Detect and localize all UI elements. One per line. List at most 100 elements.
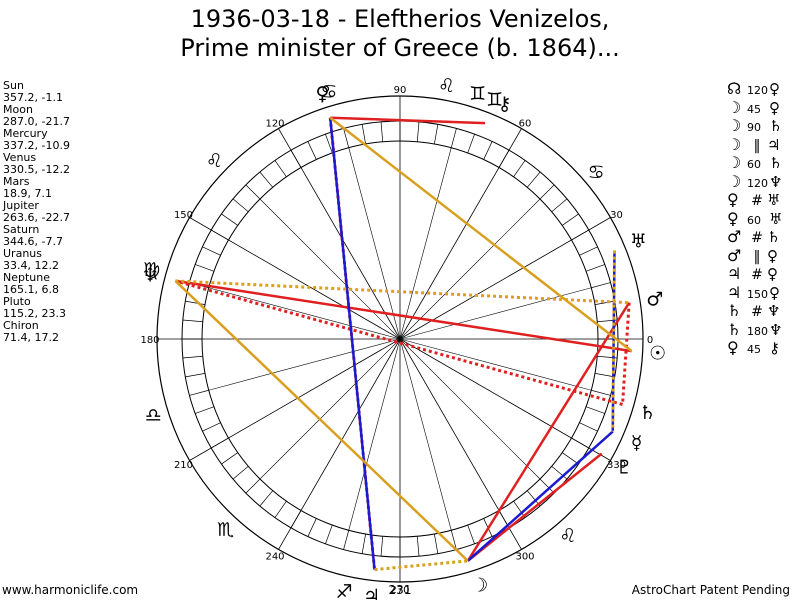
planet-glyph-marker: ☿ [631, 432, 643, 454]
aspect-planet2-glyph: ♄ [767, 228, 781, 246]
aspect-angle: # [751, 304, 763, 320]
degree-tick [202, 246, 221, 256]
degree-tick [343, 128, 350, 148]
degree-tick [467, 524, 475, 544]
degree-tick [325, 524, 333, 544]
degree-tick [579, 246, 598, 256]
aspect-line [175, 279, 632, 353]
degree-tick [361, 533, 366, 554]
aspect-row: ♄ # ♆ [727, 302, 787, 321]
aspect-angle: 180 [747, 324, 768, 338]
aspect-angle: 120 [747, 84, 768, 97]
aspect-line [611, 250, 616, 432]
aspect-angle: 45 [747, 102, 761, 116]
aspect-planet2-glyph: ♄ [769, 117, 783, 135]
degree-tick [274, 500, 287, 518]
footer-website[interactable]: www.harmoniclife.com [2, 583, 139, 597]
degree-tick [434, 124, 439, 145]
division-spoke [348, 147, 401, 340]
planet-coords-chiron: 71.4, 17.2 [3, 331, 59, 344]
planet-name-neptune: Neptune [3, 271, 51, 284]
aspect-planet1-glyph: ♃ [727, 264, 742, 283]
aspect-line [328, 117, 376, 570]
aspect-line [174, 280, 469, 562]
planet-coords-mercury: 337.2, -10.9 [3, 139, 70, 152]
degree-tick [585, 264, 605, 272]
degree-tick [274, 160, 287, 178]
degree-tick [561, 213, 579, 226]
planet-coords-moon: 287.0, -21.7 [3, 115, 70, 128]
aspect-line [175, 279, 630, 305]
planet-coords-uranus: 33.4, 12.2 [3, 259, 59, 272]
division-spoke [189, 338, 401, 461]
degree-tick [185, 300, 206, 305]
aspect-row: ☊ 120♀ [727, 80, 787, 99]
planet-glyph-marker: ♏ [217, 519, 234, 541]
aspect-row: ♂ # ♄ [727, 228, 787, 247]
aspect-planet1-glyph: ♀ [727, 338, 739, 357]
planet-glyph-marker: ♋ [588, 161, 605, 183]
planet-glyph-marker: ♐ [336, 581, 353, 600]
aspect-row: ☽ 120♆ [727, 171, 787, 192]
degree-tick [245, 478, 261, 494]
aspect-planet1-glyph: ☽ [727, 134, 742, 154]
planet-position-list: Sun 357.2, -1.1 Moon 287.0, -21.7 Mercury 337… [3, 80, 70, 344]
aspect-angle: ‖ [753, 248, 761, 265]
degree-tick [182, 319, 203, 323]
division-spoke [189, 217, 401, 340]
aspect-angle: 45 [747, 343, 761, 356]
degree-label: 150 [174, 210, 193, 221]
degree-tick [221, 213, 239, 226]
degree-label: 60 [519, 118, 532, 129]
planet-name-jupiter: Jupiter [3, 199, 39, 212]
planet-glyph-marker: ♊ [469, 83, 486, 105]
aspect-planet2-glyph: ♀ [769, 283, 780, 302]
aspect-row: ☽ 90 ♄ [727, 117, 787, 136]
planet-coords-mars: 18.9, 7.1 [3, 187, 52, 200]
planet-glyph-marker: ♂ [646, 289, 663, 311]
aspect-row: ♃ # ♀ [727, 265, 787, 284]
degree-tick [195, 406, 215, 414]
planet-glyph-marker: ♋ [320, 81, 337, 103]
aspect-planet1-glyph: ☽ [727, 171, 742, 191]
planet-glyph-marker: ♃ [363, 585, 380, 600]
aspect-planet2-glyph: ♆ [769, 172, 783, 191]
degree-tick [539, 184, 555, 200]
planet-glyph-marker: ♎ [145, 404, 162, 426]
aspect-planet2-glyph: ⚷ [769, 339, 780, 357]
degree-tick [551, 466, 568, 480]
degree-label: 180 [140, 335, 159, 346]
degree-tick [527, 171, 541, 188]
planet-name-saturn: Saturn [3, 223, 40, 236]
division-spoke [399, 338, 611, 461]
degree-tick [416, 121, 420, 142]
planet-glyph-marker: ♆ [142, 264, 159, 286]
division-spoke [208, 338, 401, 391]
division-spoke [278, 338, 401, 550]
planet-glyph-marker: ♄ [639, 402, 656, 424]
degree-tick [232, 198, 249, 212]
division-spoke [399, 338, 522, 550]
degree-tick [561, 452, 579, 465]
aspect-line [621, 302, 631, 405]
planet-glyph-marker: ♊ [486, 89, 503, 111]
degree-tick [380, 536, 384, 557]
degree-tick [343, 530, 350, 550]
degree-tick [434, 533, 439, 554]
degree-tick [513, 160, 526, 178]
aspect-angle: # [751, 267, 763, 283]
division-spoke [399, 338, 541, 480]
division-spoke [399, 338, 592, 391]
planet-glyph-marker: ♍ [143, 259, 160, 281]
aspect-angle: 120 [747, 176, 768, 190]
chart-title-line1: 1936-03-18 - Eleftherios Venizelos, [190, 5, 610, 33]
aspect-line [466, 430, 614, 562]
planet-glyph-marker: ☉ [649, 343, 666, 365]
planet-coords-sun: 357.2, -1.1 [3, 91, 63, 104]
division-spoke [399, 217, 611, 340]
degree-label: 210 [174, 460, 193, 471]
division-spoke [208, 287, 401, 340]
planet-glyph-marker: ⚷ [498, 93, 512, 115]
degree-tick [195, 264, 215, 272]
degree-tick [307, 518, 317, 537]
